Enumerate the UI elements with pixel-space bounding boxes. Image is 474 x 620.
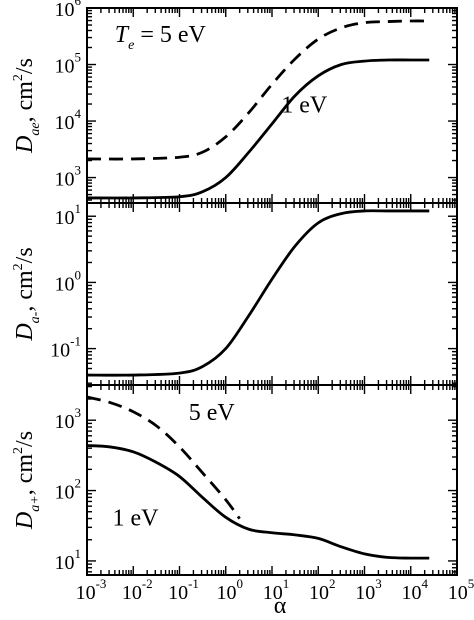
y-tick-base: 10 bbox=[55, 411, 75, 433]
plot-frame bbox=[86, 202, 458, 386]
y-axis-title: Da-, cm2/s bbox=[11, 247, 43, 341]
y-tick-base: 10 bbox=[55, 482, 75, 504]
y-tick-base: 10 bbox=[55, 552, 75, 574]
x-axis-title: α bbox=[274, 593, 287, 619]
y-tick-label: 105 bbox=[55, 50, 82, 78]
y-tick-label: 10-1 bbox=[50, 334, 81, 362]
x-tick-exp: 3 bbox=[375, 576, 382, 591]
x-tick-exp: -1 bbox=[188, 576, 199, 591]
annotation: 1 eV bbox=[112, 506, 159, 532]
x-tick-label: 105 bbox=[448, 576, 474, 604]
y-axis-title-unit-sup: 2 bbox=[11, 74, 26, 81]
y-tick-label: 104 bbox=[55, 106, 82, 134]
x-tick-base: 10 bbox=[448, 582, 468, 604]
x-tick-base: 10 bbox=[76, 582, 96, 604]
plot-frame bbox=[86, 384, 458, 576]
x-tick-base: 10 bbox=[309, 582, 329, 604]
y-axis-title-unit-tail: /s bbox=[12, 431, 38, 447]
y-axis-title-sub: ae bbox=[28, 122, 43, 135]
x-tick-exp: 5 bbox=[468, 576, 474, 591]
y-tick-base: 10 bbox=[55, 273, 75, 295]
x-tick-label: 10-2 bbox=[122, 576, 153, 604]
y-axis-title: Da+, cm2/s bbox=[11, 431, 43, 530]
y-tick-base: 10 bbox=[55, 207, 75, 229]
y-tick-exp: -1 bbox=[70, 334, 81, 349]
y-axis-title-unit-sup: 2 bbox=[11, 263, 26, 270]
annotation: 5 eV bbox=[189, 400, 236, 426]
annotation: Te = 5 eV bbox=[115, 22, 207, 53]
y-tick-exp: 0 bbox=[75, 267, 82, 282]
y-axis-title-unit: , cm bbox=[12, 81, 38, 123]
y-axis-title-unit-tail: /s bbox=[12, 247, 38, 263]
y-tick-exp: 1 bbox=[75, 546, 82, 561]
series-solid-line bbox=[86, 209, 430, 377]
y-tick-exp: 2 bbox=[75, 476, 82, 491]
y-tick-label: 103 bbox=[55, 163, 82, 191]
y-tick-label: 101 bbox=[55, 201, 82, 229]
y-axis-title-sub: a- bbox=[28, 311, 43, 323]
y-tick-exp: 6 bbox=[75, 0, 82, 8]
y-tick-label: 101 bbox=[55, 546, 82, 574]
y-axis-title-sub: a+ bbox=[28, 495, 43, 511]
y-tick-base: 10 bbox=[55, 169, 75, 191]
x-tick-exp: 4 bbox=[422, 576, 429, 591]
annotation-text: 5 eV bbox=[189, 400, 236, 426]
x-tick-exp: -2 bbox=[142, 576, 153, 591]
x-tick-label: 100 bbox=[217, 576, 244, 604]
x-tick-base: 10 bbox=[355, 582, 375, 604]
series-dashed-line bbox=[86, 395, 241, 520]
x-tick-base: 10 bbox=[263, 582, 283, 604]
y-axis-title-main: D bbox=[12, 323, 38, 341]
x-tick-exp: 1 bbox=[283, 576, 290, 591]
x-tick-label: 104 bbox=[402, 576, 429, 604]
y-tick-label: 106 bbox=[55, 0, 82, 21]
y-tick-exp: 5 bbox=[75, 50, 82, 65]
y-tick-exp: 3 bbox=[75, 163, 82, 178]
x-tick-exp: -3 bbox=[96, 576, 107, 591]
y-tick-base: 10 bbox=[55, 0, 75, 21]
annotation-text: 1 eV bbox=[112, 506, 159, 532]
x-tick-label: 101 bbox=[263, 576, 290, 604]
annotation-text: 1 eV bbox=[281, 93, 328, 119]
y-tick-base: 10 bbox=[55, 56, 75, 78]
y-axis-title-unit-tail: /s bbox=[12, 58, 38, 74]
y-tick-label: 102 bbox=[55, 476, 82, 504]
y-tick-base: 10 bbox=[55, 112, 75, 134]
series-dashed-line bbox=[86, 19, 430, 161]
annotation: 1 eV bbox=[281, 93, 328, 119]
x-tick-base: 10 bbox=[168, 582, 188, 604]
x-tick-exp: 0 bbox=[237, 576, 244, 591]
y-axis-title: Dae, cm2/s bbox=[11, 58, 43, 154]
x-tick-label: 10-3 bbox=[76, 576, 107, 604]
y-axis-title-main: D bbox=[12, 512, 38, 530]
y-tick-base: 10 bbox=[50, 340, 70, 362]
y-tick-label: 103 bbox=[55, 405, 82, 433]
annotation-text: T bbox=[115, 22, 130, 48]
x-tick-base: 10 bbox=[122, 582, 142, 604]
y-tick-exp: 3 bbox=[75, 405, 82, 420]
x-tick-exp: 2 bbox=[329, 576, 336, 591]
annotation-tail: = 5 eV bbox=[134, 22, 206, 48]
y-axis-title-unit: , cm bbox=[12, 454, 38, 496]
y-axis-title-main: D bbox=[12, 136, 38, 154]
x-tick-label: 102 bbox=[309, 576, 336, 604]
y-tick-label: 100 bbox=[55, 267, 82, 295]
series-solid-line bbox=[86, 444, 430, 560]
y-axis-title-unit: , cm bbox=[12, 270, 38, 312]
y-tick-exp: 4 bbox=[75, 106, 82, 121]
annotation-sub: e bbox=[128, 38, 134, 53]
x-tick-base: 10 bbox=[402, 582, 422, 604]
series-solid-line bbox=[86, 58, 430, 200]
x-tick-label: 103 bbox=[355, 576, 382, 604]
y-axis-title-unit-sup: 2 bbox=[11, 447, 26, 454]
y-tick-exp: 1 bbox=[75, 201, 82, 216]
x-tick-base: 10 bbox=[217, 582, 237, 604]
x-tick-label: 10-1 bbox=[168, 576, 199, 604]
